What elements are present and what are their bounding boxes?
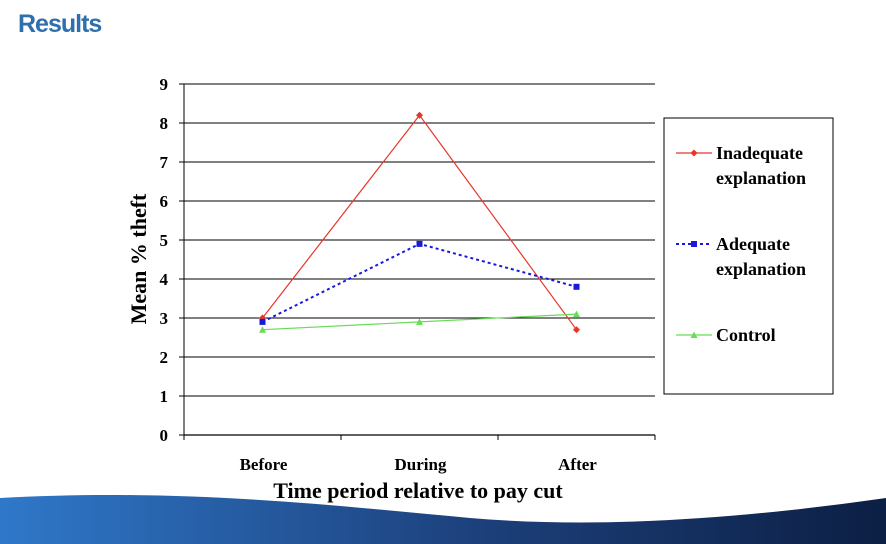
y-tick-labels: 0 1 2 3 4 5 6 7 8 9 — [160, 75, 169, 445]
legend-label: Adequate explanation — [716, 234, 806, 279]
y-tick-label: 2 — [160, 348, 169, 367]
data-point-control — [259, 326, 266, 333]
data-point-adequate-explanation — [416, 240, 423, 247]
x-tick-labels: Before During After — [240, 455, 598, 474]
data-point-control — [416, 318, 423, 325]
y-axis-title: Mean % theft — [126, 193, 151, 324]
x-tick-label: Before — [240, 455, 288, 474]
legend: Inadequate explanation Adequate explanation… — [663, 117, 834, 395]
legend-marker — [690, 149, 698, 157]
y-tick-label: 5 — [160, 231, 169, 250]
legend-label: Inadequate explanation — [716, 143, 806, 188]
y-tick-label: 9 — [160, 75, 169, 94]
legend-marker — [691, 241, 697, 247]
series-line-inadequate-explanation — [262, 114, 577, 331]
y-tick-label: 1 — [160, 387, 169, 406]
y-tick-label: 4 — [160, 270, 169, 289]
x-axis-title: Time period relative to pay cut — [273, 478, 563, 503]
series-line-adequate-explanation — [262, 242, 577, 323]
decorative-footer-wave — [0, 494, 886, 544]
x-tick-label: During — [395, 455, 447, 474]
data-point-inadequate-explanation — [573, 326, 580, 334]
data-point-inadequate-explanation — [416, 111, 423, 119]
x-tick-label: After — [558, 455, 597, 474]
legend-label: Control — [716, 325, 776, 345]
data-point-adequate-explanation — [259, 318, 266, 325]
y-tick-label: 7 — [160, 153, 169, 172]
legend-item-inadequate-explanation: Inadequate explanation — [676, 143, 806, 188]
gridlines — [184, 83, 655, 397]
legend-box — [663, 117, 834, 395]
axes — [179, 83, 656, 440]
slide-title: Results — [18, 10, 102, 38]
y-tick-label: 8 — [160, 114, 169, 133]
legend-item-control: Control — [676, 325, 776, 345]
y-tick-label: 6 — [160, 192, 169, 211]
legend-marker — [690, 331, 698, 338]
series-lines — [259, 111, 580, 334]
legend-item-adequate-explanation: Adequate explanation — [676, 234, 806, 279]
data-point-adequate-explanation — [573, 283, 580, 290]
data-point-control — [573, 310, 580, 318]
y-tick-label: 3 — [160, 309, 169, 328]
y-tick-label: 0 — [160, 426, 169, 445]
